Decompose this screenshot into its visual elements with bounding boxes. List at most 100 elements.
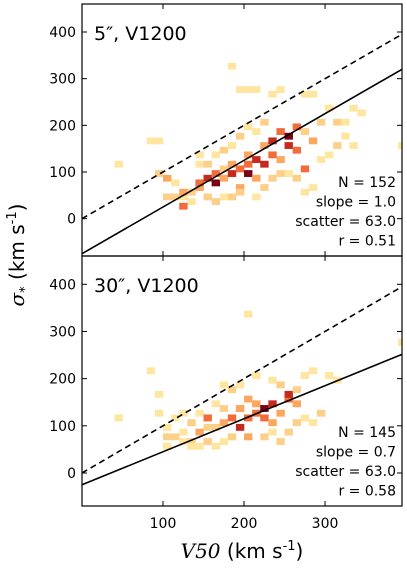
heatmap-bin — [276, 438, 285, 445]
heatmap-bin — [235, 381, 245, 389]
lines-group — [82, 285, 402, 486]
heatmap-bin — [211, 442, 221, 450]
heatmap-bin — [219, 193, 229, 201]
heatmap-bin — [187, 438, 196, 445]
heatmap-bin — [227, 62, 237, 70]
heatmap-bin — [187, 419, 196, 427]
y-tick-label: 0 — [67, 466, 76, 482]
heatmap-bin — [219, 165, 229, 173]
y-tick-label: 400 — [49, 25, 76, 41]
heatmap-bin — [203, 438, 212, 445]
heatmap-bin — [276, 170, 285, 177]
heatmap-bin — [308, 137, 318, 145]
x-tick-label: 100 — [150, 516, 177, 532]
heatmap-bin — [341, 118, 350, 126]
heatmap-bin — [179, 428, 188, 436]
heatmap-bin — [276, 156, 285, 163]
heatmap-bin — [252, 174, 261, 182]
heatmap-bin — [195, 428, 204, 436]
heatmap-bin — [268, 174, 277, 182]
x-axis-exp: -1 — [283, 539, 296, 554]
heatmap-bin — [227, 160, 237, 168]
heatmap-bin — [300, 414, 310, 422]
heatmap-bin — [300, 372, 310, 379]
heatmap-bin — [146, 367, 156, 375]
heatmap-bin — [252, 400, 261, 408]
bins-group — [114, 310, 402, 450]
heatmap-bin — [284, 395, 293, 403]
ticks-group: 0 100 200 300 400 — [49, 4, 402, 256]
heatmap-bin — [227, 170, 237, 177]
heatmap-bin — [349, 142, 358, 149]
stat-n: N = 152 — [338, 175, 396, 191]
heatmap-bin — [268, 400, 277, 408]
heatmap-bin — [276, 128, 285, 135]
heatmap-bin — [252, 86, 261, 93]
y-axis-sub: * — [18, 286, 33, 293]
heatmap-bin — [284, 390, 293, 398]
heatmap-bin — [276, 381, 285, 389]
heatmap-bin — [179, 188, 188, 196]
heatmap-bin — [219, 438, 229, 445]
ticks-group: 0 100 200 300 400 — [49, 256, 402, 506]
heatmap-bin — [195, 442, 204, 450]
heatmap-bin — [235, 423, 245, 431]
x-tick-label: 300 — [312, 516, 339, 532]
heatmap-bin — [284, 142, 293, 149]
heatmap-bin — [316, 409, 326, 417]
heatmap-bin — [235, 132, 245, 140]
heatmap-bin — [260, 160, 269, 168]
x-tick-label: 200 — [231, 516, 258, 532]
heatmap-bin — [146, 137, 156, 145]
heatmap-bin — [211, 170, 221, 177]
heatmap-bin — [195, 179, 204, 187]
heatmap-bin — [292, 400, 302, 408]
bins-group — [114, 62, 402, 210]
heatmap-bin — [195, 160, 204, 168]
stat-r: r = 0.51 — [338, 234, 396, 250]
heatmap-bin — [163, 433, 172, 441]
heatmap-bin — [219, 405, 229, 412]
stat-n: N = 145 — [338, 425, 396, 441]
heatmap-bin — [235, 165, 245, 173]
y-tick-label: 100 — [49, 419, 76, 435]
fit-line — [82, 353, 402, 486]
heatmap-bin — [268, 419, 277, 427]
heatmap-bin — [244, 160, 253, 168]
panel-top: 0 100 200 300 400 5″, V1200 N = 152 slope = … — [49, 3, 403, 257]
y-tick-label: 100 — [49, 165, 76, 181]
stat-scatter: scatter = 63.0 — [295, 214, 396, 230]
heatmap-bin — [187, 198, 196, 205]
x-axis-var: V50 — [181, 539, 221, 563]
y-tick-label: 400 — [49, 277, 76, 293]
heatmap-bin — [333, 118, 342, 126]
heatmap-bin — [163, 174, 172, 182]
panel-bottom: 0 100 200 300 400 30″, V1200 N = 145 slope =… — [49, 255, 403, 507]
heatmap-bin — [244, 433, 253, 441]
heatmap-bin — [163, 193, 172, 201]
x-tick-labels: 100 200 300 — [150, 516, 339, 532]
heatmap-bin — [276, 409, 285, 417]
heatmap-bin — [211, 179, 221, 187]
heatmap-bin — [227, 433, 237, 441]
heatmap-bin — [235, 405, 245, 412]
heatmap-bin — [154, 409, 164, 417]
heatmap-bin — [292, 174, 302, 182]
heatmap-bin — [211, 151, 221, 159]
heatmap-bin — [211, 198, 221, 205]
heatmap-bin — [260, 414, 269, 422]
y-tick-label: 300 — [49, 324, 76, 340]
x-axis-close: ) — [296, 539, 304, 563]
panel-frame — [81, 255, 403, 507]
heatmap-bin — [171, 433, 180, 441]
heatmap-bin — [171, 193, 180, 201]
heatmap-bin — [284, 170, 293, 177]
heatmap-bin — [244, 86, 253, 93]
heatmap-bin — [300, 128, 310, 135]
stat-r: r = 0.58 — [338, 484, 396, 500]
heatmap-bin — [268, 376, 277, 384]
heatmap-bin — [292, 419, 302, 427]
heatmap-bin — [219, 381, 229, 389]
heatmap-bin — [252, 156, 261, 163]
